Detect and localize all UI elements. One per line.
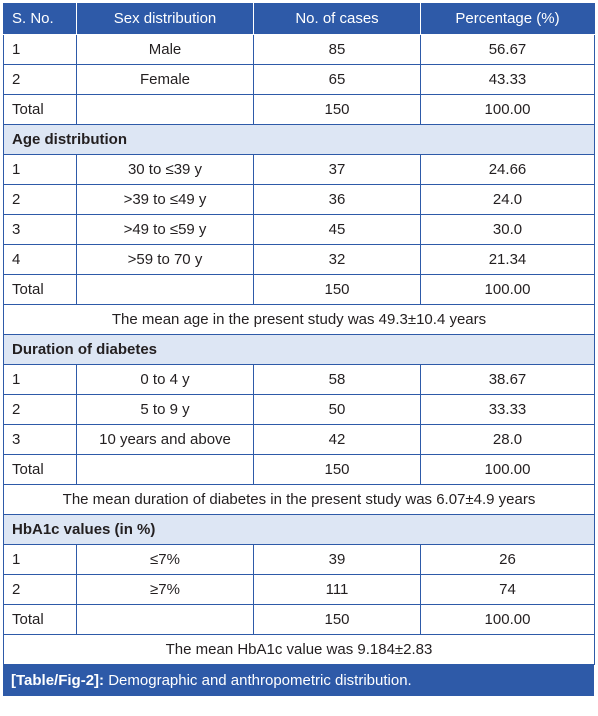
cell-pct: 100.00 bbox=[420, 274, 595, 305]
table-row: 1 Male 85 56.67 bbox=[3, 34, 595, 65]
duration-mean-note: The mean duration of diabetes in the pre… bbox=[3, 484, 595, 515]
cell-label: Male bbox=[76, 34, 254, 65]
cell-pct: 30.0 bbox=[420, 214, 595, 245]
table-row: 2 >39 to ≤49 y 36 24.0 bbox=[3, 184, 595, 215]
table-caption: [Table/Fig-2]: Demographic and anthropom… bbox=[3, 665, 594, 696]
section-header-age: Age distribution bbox=[3, 124, 595, 155]
cell-empty bbox=[76, 604, 254, 635]
cell-label: 5 to 9 y bbox=[76, 394, 254, 425]
section-header-duration: Duration of diabetes bbox=[3, 334, 595, 365]
cell-cases: 45 bbox=[253, 214, 421, 245]
hba1c-mean-note: The mean HbA1c value was 9.184±2.83 bbox=[3, 634, 595, 665]
cell-pct: 38.67 bbox=[420, 364, 595, 395]
cell-empty bbox=[76, 94, 254, 125]
cell-sno: 2 bbox=[3, 394, 77, 425]
cell-pct: 33.33 bbox=[420, 394, 595, 425]
cell-pct: 28.0 bbox=[420, 424, 595, 455]
cell-label: Female bbox=[76, 64, 254, 95]
cell-sno: 2 bbox=[3, 64, 77, 95]
cell-cases: 32 bbox=[253, 244, 421, 275]
cell-cases: 150 bbox=[253, 274, 421, 305]
col-header-sno: S. No. bbox=[3, 3, 77, 35]
age-mean-note: The mean age in the present study was 49… bbox=[3, 304, 595, 335]
table-row: 1 ≤7% 39 26 bbox=[3, 544, 595, 575]
cell-total-label: Total bbox=[3, 604, 77, 635]
section-title: HbA1c values (in %) bbox=[3, 514, 595, 545]
cell-empty bbox=[76, 274, 254, 305]
table-row: 2 5 to 9 y 50 33.33 bbox=[3, 394, 595, 425]
note-row: The mean HbA1c value was 9.184±2.83 bbox=[3, 634, 595, 665]
cell-cases: 58 bbox=[253, 364, 421, 395]
cell-sno: 3 bbox=[3, 424, 77, 455]
cell-total-label: Total bbox=[3, 454, 77, 485]
cell-cases: 150 bbox=[253, 604, 421, 635]
cell-sno: 4 bbox=[3, 244, 77, 275]
cell-pct: 100.00 bbox=[420, 604, 595, 635]
cell-label: >59 to 70 y bbox=[76, 244, 254, 275]
table-row: 3 >49 to ≤59 y 45 30.0 bbox=[3, 214, 595, 245]
cell-pct: 100.00 bbox=[420, 454, 595, 485]
cell-cases: 39 bbox=[253, 544, 421, 575]
table-figure: S. No. Sex distribution No. of cases Per… bbox=[3, 3, 595, 696]
note-row: The mean duration of diabetes in the pre… bbox=[3, 484, 595, 515]
section-title: Duration of diabetes bbox=[3, 334, 595, 365]
cell-cases: 150 bbox=[253, 94, 421, 125]
cell-cases: 150 bbox=[253, 454, 421, 485]
cell-sno: 3 bbox=[3, 214, 77, 245]
cell-label: >49 to ≤59 y bbox=[76, 214, 254, 245]
cell-sno: 1 bbox=[3, 364, 77, 395]
total-row: Total 150 100.00 bbox=[3, 274, 595, 305]
cell-cases: 85 bbox=[253, 34, 421, 65]
total-row: Total 150 100.00 bbox=[3, 94, 595, 125]
cell-label: ≤7% bbox=[76, 544, 254, 575]
table-row: 1 0 to 4 y 58 38.67 bbox=[3, 364, 595, 395]
cell-cases: 37 bbox=[253, 154, 421, 185]
cell-pct: 56.67 bbox=[420, 34, 595, 65]
cell-label: 10 years and above bbox=[76, 424, 254, 455]
cell-pct: 74 bbox=[420, 574, 595, 605]
table-row: 2 Female 65 43.33 bbox=[3, 64, 595, 95]
table-row: 1 30 to ≤39 y 37 24.66 bbox=[3, 154, 595, 185]
cell-empty bbox=[76, 454, 254, 485]
cell-sno: 1 bbox=[3, 154, 77, 185]
col-header-category: Sex distribution bbox=[76, 3, 254, 35]
header-row: S. No. Sex distribution No. of cases Per… bbox=[3, 3, 595, 35]
cell-total-label: Total bbox=[3, 94, 77, 125]
caption-label: [Table/Fig-2]: bbox=[11, 672, 105, 689]
caption-text: Demographic and anthropometric distribut… bbox=[108, 672, 412, 689]
data-table: S. No. Sex distribution No. of cases Per… bbox=[3, 3, 595, 665]
cell-cases: 42 bbox=[253, 424, 421, 455]
cell-total-label: Total bbox=[3, 274, 77, 305]
cell-sno: 1 bbox=[3, 34, 77, 65]
cell-label: 30 to ≤39 y bbox=[76, 154, 254, 185]
col-header-percentage: Percentage (%) bbox=[420, 3, 595, 35]
cell-pct: 24.0 bbox=[420, 184, 595, 215]
section-header-hba1c: HbA1c values (in %) bbox=[3, 514, 595, 545]
table-row: 2 ≥7% 111 74 bbox=[3, 574, 595, 605]
cell-pct: 43.33 bbox=[420, 64, 595, 95]
total-row: Total 150 100.00 bbox=[3, 604, 595, 635]
table-row: 3 10 years and above 42 28.0 bbox=[3, 424, 595, 455]
cell-label: ≥7% bbox=[76, 574, 254, 605]
cell-pct: 100.00 bbox=[420, 94, 595, 125]
note-row: The mean age in the present study was 49… bbox=[3, 304, 595, 335]
cell-pct: 26 bbox=[420, 544, 595, 575]
cell-label: >39 to ≤49 y bbox=[76, 184, 254, 215]
col-header-cases: No. of cases bbox=[253, 3, 421, 35]
cell-sno: 1 bbox=[3, 544, 77, 575]
section-title: Age distribution bbox=[3, 124, 595, 155]
cell-cases: 36 bbox=[253, 184, 421, 215]
cell-sno: 2 bbox=[3, 184, 77, 215]
cell-cases: 50 bbox=[253, 394, 421, 425]
cell-sno: 2 bbox=[3, 574, 77, 605]
cell-cases: 65 bbox=[253, 64, 421, 95]
cell-pct: 24.66 bbox=[420, 154, 595, 185]
cell-pct: 21.34 bbox=[420, 244, 595, 275]
total-row: Total 150 100.00 bbox=[3, 454, 595, 485]
table-row: 4 >59 to 70 y 32 21.34 bbox=[3, 244, 595, 275]
cell-label: 0 to 4 y bbox=[76, 364, 254, 395]
cell-cases: 111 bbox=[253, 574, 421, 605]
